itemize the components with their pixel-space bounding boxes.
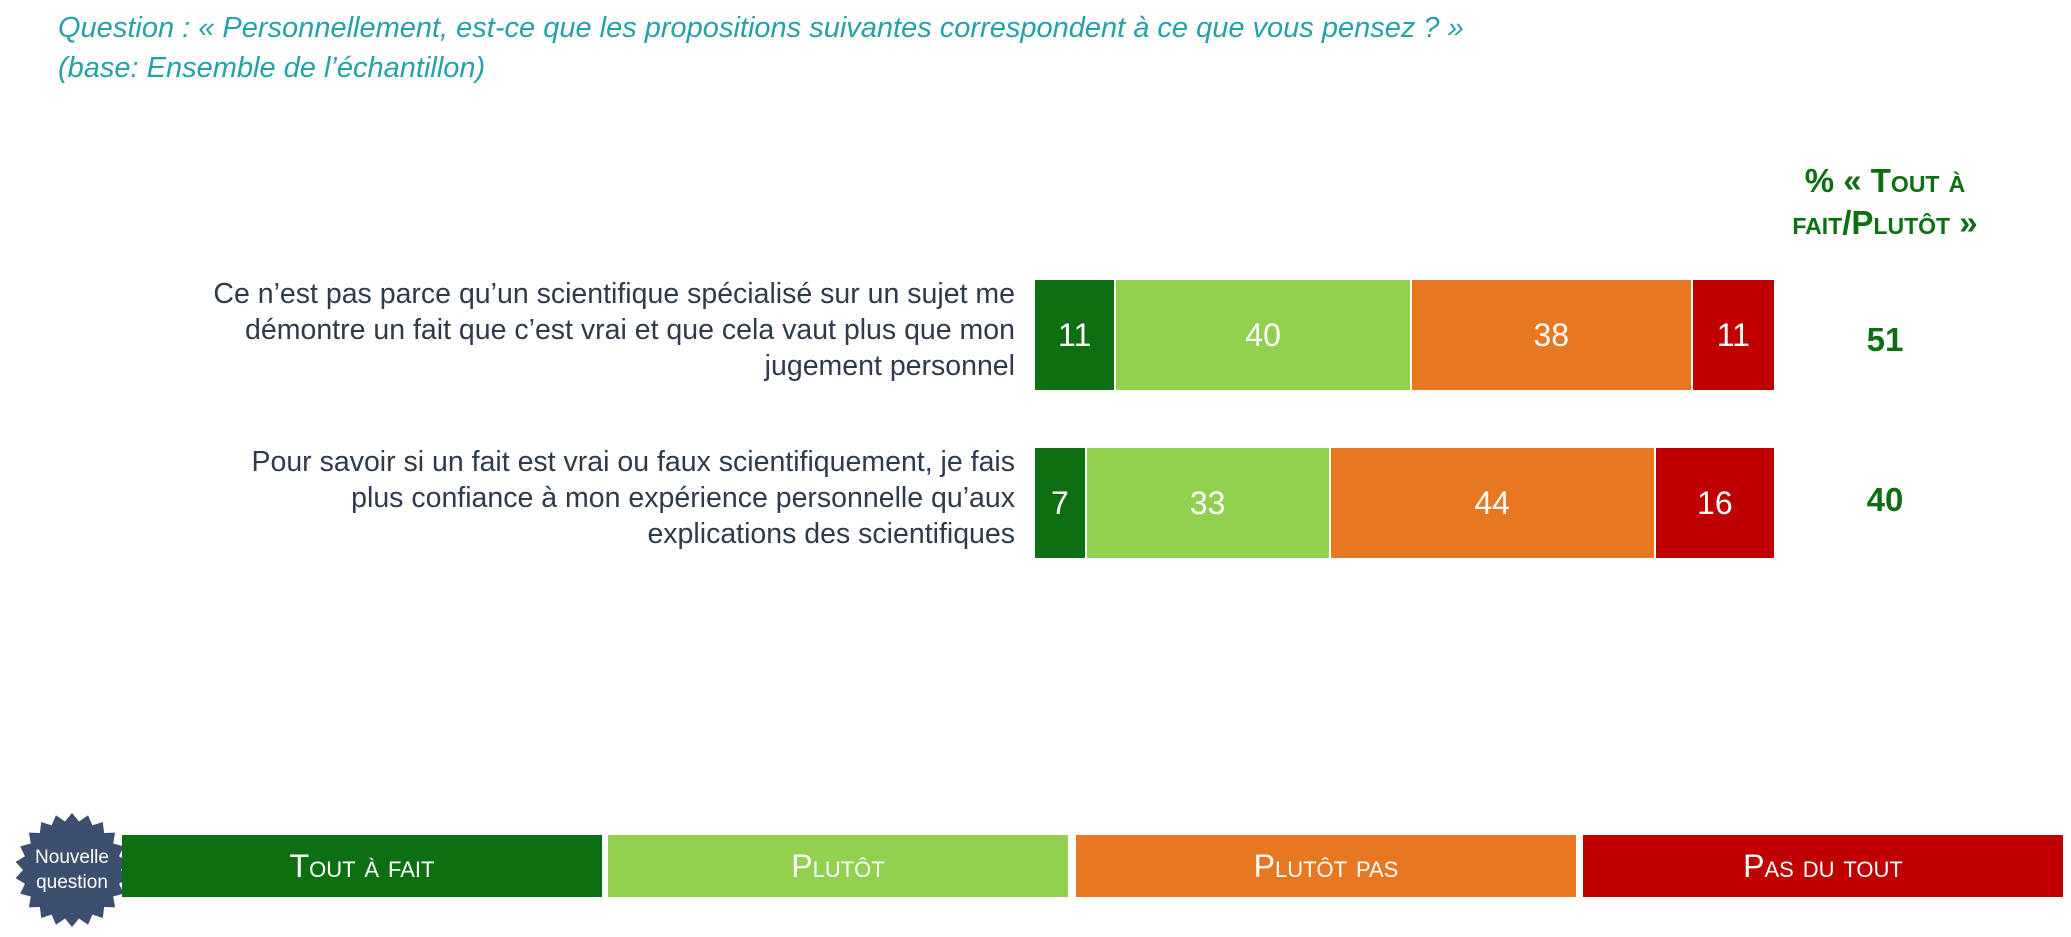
- row-label-1: Ce n’est pas parce qu’un scientifique sp…: [155, 276, 1015, 384]
- question-text: Question : « Personnellement, est-ce que…: [58, 8, 1464, 88]
- legend-item-tout-a-fait: Tout à fait: [122, 835, 602, 897]
- summary-value-row-2: 40: [1866, 481, 1904, 518]
- bar-data-label: 11: [1716, 316, 1750, 353]
- bar-segment-tout-fait: 11: [1035, 280, 1117, 390]
- bar-data-label: 40: [1245, 316, 1281, 353]
- new-question-label: Nouvelle question: [12, 810, 132, 930]
- summary-header-line-2: fait/Plutôt »: [1792, 204, 1978, 241]
- starburst-shape: [15, 813, 129, 927]
- bar-data-label: 38: [1533, 316, 1570, 353]
- legend-item-plutot-pas: Plutôt pas: [1076, 835, 1576, 897]
- bar-data-label: 7: [1050, 484, 1069, 521]
- new-question-line-2: question: [36, 872, 108, 893]
- bar-segment-plut-t-pas: 44: [1330, 448, 1656, 558]
- question-line-1: Question : « Personnellement, est-ce que…: [58, 12, 1464, 44]
- bar-data-label: 16: [1697, 484, 1733, 521]
- summary-header-line-1: % « Tout à: [1804, 162, 1966, 199]
- bar-segment-tout-fait: 7: [1035, 448, 1087, 558]
- row-label-2: Pour savoir si un fait est vrai ou faux …: [155, 444, 1015, 552]
- row-label-line: Ce n’est pas parce qu’un scientifique sp…: [213, 278, 1015, 310]
- row-label-line: jugement personnel: [764, 350, 1015, 382]
- new-question-badge[interactable]: Nouvelle question: [12, 810, 132, 930]
- legend-item-plutot: Plutôt: [608, 835, 1068, 897]
- bar-segment-pas-du-tout: 16: [1655, 448, 1774, 558]
- bar-segment-plut-t: 33: [1086, 448, 1331, 558]
- bar-data-label: 33: [1189, 484, 1226, 521]
- summary-value-row-1: 51: [1866, 321, 1904, 358]
- bar-data-label: 11: [1058, 316, 1092, 353]
- row-label-line: Pour savoir si un fait est vrai ou faux …: [251, 446, 1015, 478]
- row-label-line: démontre un fait que c’est vrai et que c…: [245, 314, 1015, 346]
- legend-item-pas-du-tout: Pas du tout: [1583, 835, 2063, 897]
- bar-data-label: 44: [1474, 484, 1510, 521]
- stacked-bar-row-1: 11 40 38 11: [1035, 280, 1774, 390]
- new-question-line-1: Nouvelle: [35, 847, 109, 868]
- summary-column-header: % « Tout à fait/Plutôt »: [1745, 160, 2025, 244]
- bar-segment-plut-t-pas: 38: [1411, 280, 1693, 390]
- starburst-badge-icon: [15, 813, 129, 927]
- row-label-line: explications des scientifiques: [647, 518, 1015, 550]
- bar-segment-plut-t: 40: [1116, 280, 1412, 390]
- question-base-line: (base: Ensemble de l’échantillon): [58, 52, 486, 84]
- stacked-bar-row-2: 7 33 44 16: [1035, 448, 1774, 558]
- row-label-line: plus confiance à mon expérience personne…: [351, 482, 1015, 514]
- bar-segment-pas-du-tout: 11: [1692, 280, 1774, 390]
